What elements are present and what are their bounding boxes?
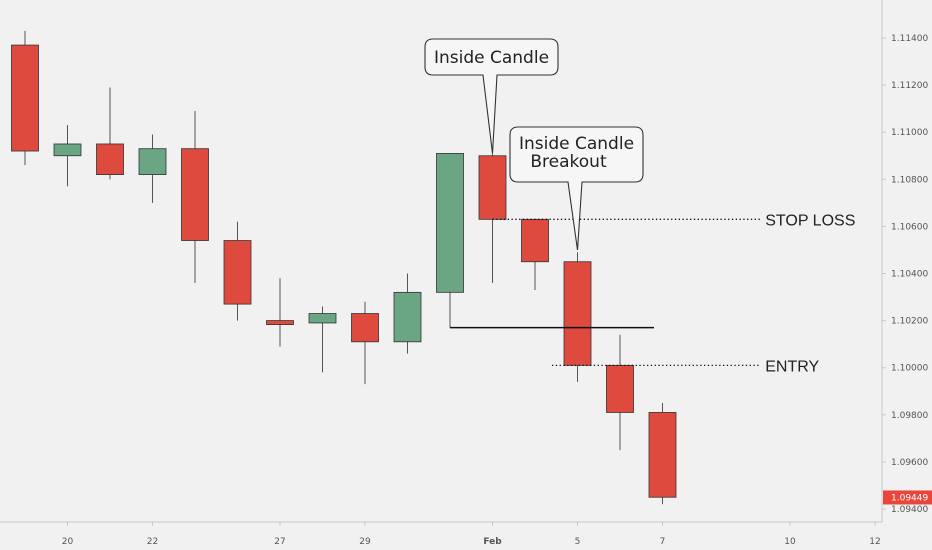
price-tick-label: 1.10000 xyxy=(891,364,928,374)
bear-candle-body xyxy=(11,44,39,152)
candle-5 xyxy=(223,221,252,321)
bull-candle-body xyxy=(308,313,337,324)
stop-loss-label: STOP LOSS xyxy=(765,212,855,229)
callout-text: Inside Candle xyxy=(519,134,634,154)
time-tick-label: 22 xyxy=(147,537,158,547)
candle-2 xyxy=(96,87,124,180)
time-tick-label: 7 xyxy=(660,537,666,547)
time-tick-label: 29 xyxy=(359,537,371,547)
candle-15 xyxy=(648,403,677,505)
candle-13 xyxy=(563,252,592,382)
price-tick-label: 1.09800 xyxy=(891,411,928,421)
time-tick-label: 27 xyxy=(274,537,285,547)
price-tag-background xyxy=(883,490,932,505)
bear-candle-body xyxy=(223,240,252,305)
price-tag-text: 1.09449 xyxy=(891,493,928,503)
candle-10 xyxy=(436,152,464,328)
bear-candle-body xyxy=(521,218,549,263)
price-tick-label: 1.10800 xyxy=(891,175,928,185)
candle-6 xyxy=(266,278,294,347)
callout-text: Breakout xyxy=(530,152,607,172)
candle-9 xyxy=(393,273,422,354)
candle-8 xyxy=(351,301,379,385)
candle-14 xyxy=(606,334,634,451)
levels-layer: STOP LOSS ENTRY xyxy=(450,212,855,375)
price-tick-label: 1.09400 xyxy=(891,505,928,515)
bull-candle-body xyxy=(53,143,82,157)
candle-4 xyxy=(181,111,209,283)
price-tick-label: 1.10600 xyxy=(891,222,928,232)
current-price-tag: 1.09449 xyxy=(883,490,932,505)
price-tick-label: 1.09600 xyxy=(891,458,928,468)
price-tick-label: 1.10400 xyxy=(891,270,928,280)
entry-label: ENTRY xyxy=(765,358,819,375)
candle-1 xyxy=(53,125,82,187)
price-axis: 1.11400 1.11200 1.11000 1.10800 1.10600 1.104… xyxy=(881,0,928,522)
time-axis: 20 22 27 29 Feb 5 7 10 12 xyxy=(0,521,882,547)
candle-12 xyxy=(521,218,549,290)
price-tick-label: 1.11400 xyxy=(891,34,928,44)
callout-bubble xyxy=(509,126,644,251)
bull-candle-body xyxy=(393,291,422,343)
candles-layer xyxy=(11,30,677,505)
candle-7 xyxy=(308,306,337,373)
bear-candle-body xyxy=(478,155,507,220)
candle-3 xyxy=(138,134,167,203)
bear-candle-body xyxy=(563,261,592,366)
bear-candle-body xyxy=(606,364,634,413)
time-tick-label: Feb xyxy=(483,537,502,547)
inside-candle-callout: Inside Candle xyxy=(424,38,559,154)
callout-bubble xyxy=(424,38,559,154)
price-tick-label: 1.10200 xyxy=(891,317,928,327)
bear-candle-body xyxy=(266,320,294,326)
bear-candle-body xyxy=(96,143,124,175)
callout-text: Inside Candle xyxy=(434,48,549,68)
time-tick-label: 10 xyxy=(784,537,796,547)
candle-11 xyxy=(478,153,507,283)
candle-0 xyxy=(11,30,39,166)
price-tick-label: 1.11000 xyxy=(891,128,928,138)
bear-candle-body xyxy=(648,412,677,498)
time-tick-label: 20 xyxy=(62,537,74,547)
bear-candle-body xyxy=(181,148,209,241)
time-tick-label: 12 xyxy=(869,537,880,547)
bull-candle-body xyxy=(138,148,167,175)
bear-candle-body xyxy=(351,313,379,343)
price-tick-label: 1.11200 xyxy=(891,81,928,91)
bull-candle-body xyxy=(436,152,464,293)
time-tick-label: 5 xyxy=(575,537,581,547)
